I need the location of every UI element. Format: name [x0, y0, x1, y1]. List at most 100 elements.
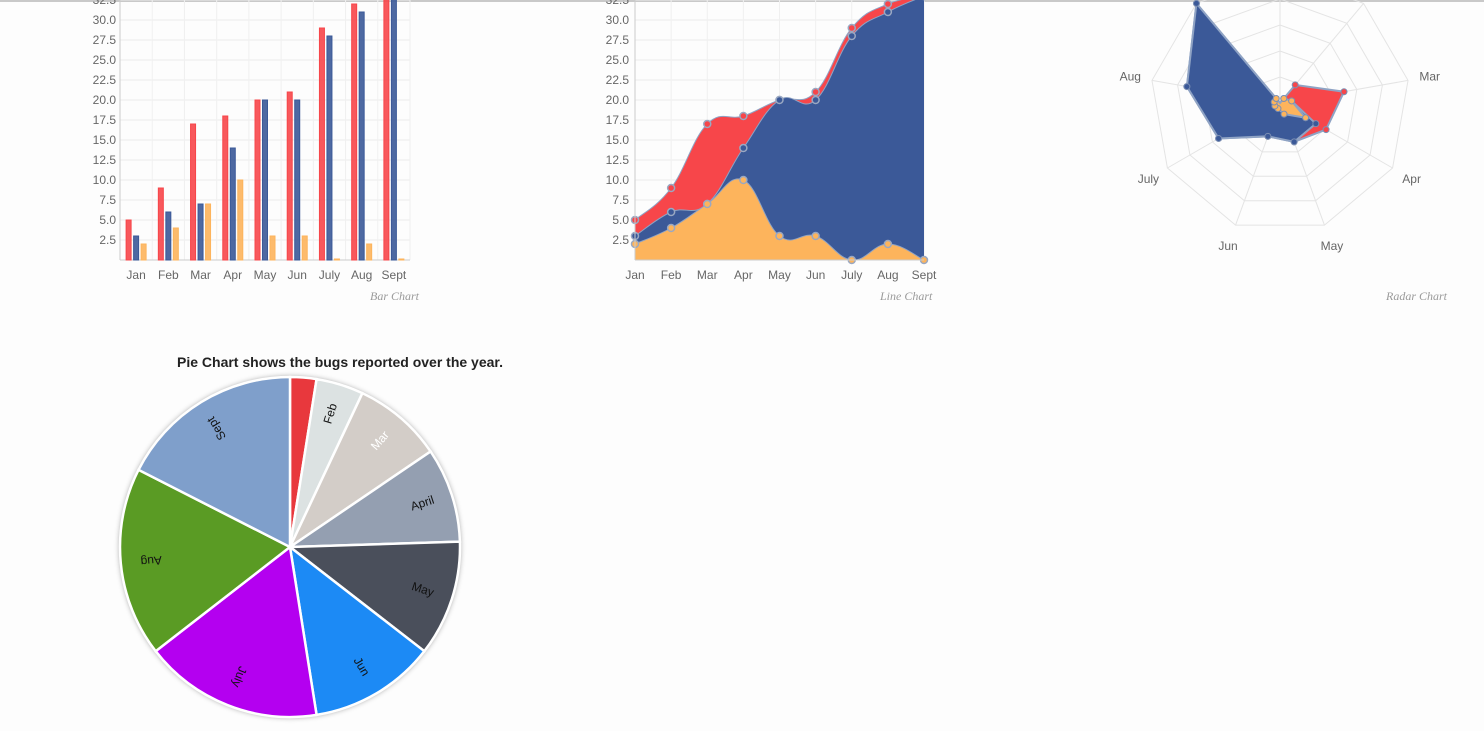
line-y-tick-label: 30.0 [606, 13, 630, 27]
radar-point [1290, 138, 1298, 146]
line-point [883, 239, 893, 249]
bar [269, 235, 276, 261]
bar [133, 235, 140, 261]
radar-axis-label: July [1138, 172, 1159, 186]
line-x-tick-label: Feb [661, 268, 682, 282]
bar-y-tick-label: 7.5 [99, 193, 116, 207]
line-point [811, 87, 820, 97]
radar-point [1291, 81, 1299, 89]
line-point [847, 31, 856, 41]
line-y-tick-label: 32.5 [606, 0, 630, 7]
line-point [811, 231, 820, 241]
pie-chart-title: Pie Chart shows the bugs reported over t… [177, 354, 503, 370]
line-point [883, 0, 893, 9]
line-y-tick-label: 10.0 [606, 173, 630, 187]
radar-point [1192, 0, 1200, 7]
bar [398, 258, 405, 261]
line-point [883, 7, 893, 17]
pie-slice [118, 468, 293, 653]
line-point [666, 223, 676, 233]
line-x-tick-label: Jun [806, 268, 825, 282]
line-x-tick-label: Aug [877, 268, 898, 282]
bar-x-tick-label: Jan [126, 268, 145, 282]
radar-point [1215, 134, 1223, 142]
bar [165, 211, 172, 261]
line-y-tick-label: 12.5 [606, 153, 630, 167]
line-y-tick-label: 25.0 [606, 53, 630, 67]
bar [351, 3, 358, 261]
line-y-tick-label: 27.5 [606, 33, 630, 47]
bar [190, 123, 197, 261]
line-y-tick-label: 7.5 [612, 193, 629, 207]
bar-y-tick-label: 12.5 [93, 153, 117, 167]
bar-x-tick-label: Feb [158, 268, 179, 282]
radar-chart: Mar Apr May Jun July Aug [1120, 0, 1440, 253]
radar-axis-label: Jun [1218, 239, 1237, 253]
line-point [847, 23, 856, 33]
bar-x-tick-label: Apr [223, 268, 242, 282]
line-y-tick-label: 17.5 [606, 113, 630, 127]
line-point [775, 95, 784, 105]
bar [205, 203, 212, 261]
window-top-border [0, 0, 1484, 2]
radar-axis-label: May [1321, 239, 1344, 253]
bar [358, 11, 365, 261]
bar-y-tick-label: 27.5 [93, 33, 117, 47]
bar-x-tick-label: Jun [288, 268, 307, 282]
line-point [666, 207, 676, 217]
radar-axis-label: Apr [1402, 172, 1421, 186]
bar [294, 99, 301, 261]
bar [383, 0, 390, 261]
radar-point [1340, 88, 1348, 96]
radar-chart-caption: Radar Chart [1386, 289, 1448, 303]
bar [254, 99, 261, 261]
radar-point [1280, 110, 1288, 118]
line-y-tick-label: 15.0 [606, 133, 630, 147]
pie-slice-label: Feb [320, 401, 340, 425]
bar [301, 235, 308, 261]
radar-point [1280, 94, 1288, 102]
bar-y-tick-label: 10.0 [93, 173, 117, 187]
bar-x-tick-label: Mar [190, 268, 211, 282]
bar [172, 227, 179, 261]
bar-y-tick-label: 15.0 [93, 133, 117, 147]
bar-x-tick-label: July [319, 268, 340, 282]
line-y-tick-label: 2.5 [612, 233, 629, 247]
line-point [703, 199, 712, 209]
radar-point [1272, 94, 1280, 102]
bar [125, 219, 132, 261]
bar-y-tick-label: 17.5 [93, 113, 117, 127]
pie-slice-label: Aug [140, 553, 163, 569]
line-x-tick-label: May [768, 268, 791, 282]
line-series-area [635, 178, 924, 261]
pie-slice [288, 544, 427, 717]
line-point [811, 95, 820, 105]
line-chart-caption: Line Chart [880, 289, 933, 303]
pie-slice [286, 391, 433, 551]
radar-point [1264, 132, 1272, 140]
line-y-tick-label: 5.0 [612, 213, 629, 227]
line-series-area [635, 0, 924, 260]
bar [237, 179, 244, 261]
radar-point [1302, 114, 1310, 122]
line-x-tick-label: Apr [734, 268, 753, 282]
pie-slice [153, 544, 319, 719]
line-point [739, 111, 748, 121]
bar [326, 35, 333, 261]
bar-y-tick-label: 32.5 [93, 0, 117, 7]
radar-grid-ring [1151, 0, 1409, 226]
line-y-tick-label: 22.5 [606, 73, 630, 87]
line-x-tick-label: Jan [625, 268, 644, 282]
bar-y-tick-label: 2.5 [99, 233, 116, 247]
line-point [739, 175, 748, 185]
bar [157, 187, 164, 261]
bar [262, 99, 268, 261]
line-point [703, 119, 712, 129]
bar-chart-caption: Bar Chart [370, 289, 420, 303]
bar-chart: 2.5 5.0 7.5 10.0 12.5 15.0 17.5 20.0 22.5 25.0 27.… [93, 0, 411, 282]
bar-x-tick-label: Sept [382, 268, 407, 282]
radar-point [1312, 120, 1320, 128]
bar-x-tick-label: Aug [351, 268, 372, 282]
pie-slice [136, 375, 292, 550]
